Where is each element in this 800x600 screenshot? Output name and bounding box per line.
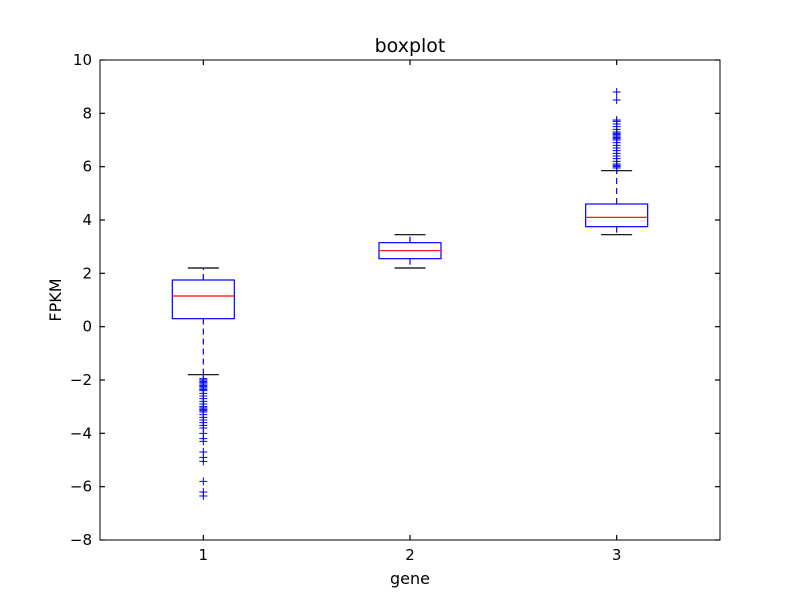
outlier-point: [612, 116, 621, 124]
x-tick-label: 1: [199, 546, 209, 564]
y-tick-label: 6: [82, 158, 92, 176]
y-tick-label: −6: [70, 478, 92, 496]
y-tick-label: 2: [82, 264, 92, 282]
outlier-point: [199, 477, 208, 486]
plot-frame: [99, 59, 721, 541]
y-tick-label: −2: [70, 371, 92, 389]
x-tick-label: 2: [405, 546, 415, 564]
y-tick-label: 0: [82, 318, 92, 336]
box-iqr: [585, 203, 649, 228]
y-axis-label: FPKM: [46, 278, 65, 321]
outlier-point: [199, 437, 208, 446]
outlier-point: [199, 492, 208, 500]
chart-title: boxplot: [375, 35, 446, 57]
y-tick-label: 8: [82, 104, 92, 122]
y-tick-label: −8: [70, 531, 92, 549]
outlier-point: [612, 96, 621, 104]
x-tick-label: 3: [612, 546, 622, 564]
outlier-point: [612, 88, 621, 96]
y-tick-label: 10: [73, 51, 92, 69]
y-tick-label: 4: [82, 211, 92, 229]
outlier-point: [199, 457, 208, 466]
x-axis-label: gene: [390, 569, 430, 588]
box-iqr: [171, 279, 235, 320]
y-tick-label: −4: [70, 424, 92, 442]
